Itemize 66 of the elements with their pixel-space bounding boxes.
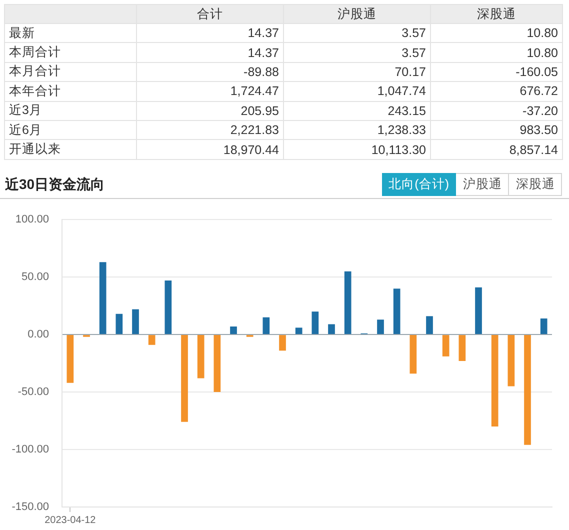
text: -160.05: [516, 64, 558, 79]
bar: [344, 271, 352, 334]
text: 205.95: [240, 104, 279, 118]
bar: [312, 312, 319, 334]
text: 8,857.14: [509, 142, 558, 157]
bar: [491, 335, 498, 427]
bar: [164, 280, 172, 334]
bar: [214, 335, 221, 392]
bar: [66, 335, 74, 383]
category-label: 最新: [9, 26, 35, 40]
bar: [540, 318, 548, 334]
y-tick-label: 100.00: [15, 214, 49, 226]
y-tick-label: -100.00: [12, 444, 49, 456]
text: 10,113.30: [371, 142, 426, 157]
category-label: 深股通: [430, 4, 562, 24]
text: 10.80: [526, 26, 558, 40]
text: 3.57: [402, 46, 426, 60]
text: 1,724.47: [230, 84, 279, 98]
category-label: 本月合计: [9, 64, 61, 78]
bar: [442, 335, 450, 356]
bar: [279, 335, 286, 351]
bar: [410, 335, 417, 374]
text: 3.57: [402, 26, 426, 40]
category-label: 沪股通: [284, 4, 430, 24]
category-label: 本周合计: [9, 45, 61, 60]
bar: [328, 324, 335, 334]
y-tick-label: 0.00: [28, 328, 49, 341]
category-label: 近6月: [9, 122, 42, 137]
x-tick-label: 2023-04-12: [44, 514, 96, 526]
bar: [99, 262, 106, 334]
category-label: 合计: [136, 4, 284, 24]
bar: [426, 316, 433, 334]
category-label: 近3月: [9, 103, 42, 118]
y-tick-label: 50.00: [21, 271, 49, 284]
bar: [262, 317, 270, 334]
text: 1,238.33: [377, 123, 426, 138]
text: -89.88: [244, 64, 279, 79]
bar: [230, 326, 237, 334]
bar: [132, 309, 139, 334]
text: 243.15: [388, 104, 426, 118]
text: 70.17: [394, 64, 426, 79]
text: 10.80: [526, 46, 558, 60]
text: 1,047.74: [377, 84, 426, 98]
bar: [197, 335, 204, 378]
category-label: 本年合计: [9, 84, 61, 98]
text: -37.20: [522, 104, 558, 118]
bar: [475, 287, 482, 334]
chart-title: 近30日资金流向: [5, 175, 105, 194]
y-tick-label: -150.00: [12, 501, 49, 514]
text: 14.37: [248, 26, 279, 40]
bar: [148, 335, 156, 345]
bar: [116, 314, 123, 334]
text: 2,221.83: [230, 123, 279, 138]
bar: [508, 335, 515, 386]
category-label: 开通以来: [9, 142, 61, 156]
bar: [458, 335, 466, 361]
bar: [377, 320, 384, 334]
text: 983.50: [520, 123, 558, 138]
text: 676.72: [520, 84, 558, 98]
text: 18,970.44: [223, 142, 279, 157]
bar: [295, 328, 302, 334]
bar: [393, 288, 400, 334]
text: 14.37: [248, 46, 279, 60]
bar: [524, 335, 531, 445]
y-tick-label: -50.00: [18, 386, 49, 398]
bar: [181, 335, 188, 422]
